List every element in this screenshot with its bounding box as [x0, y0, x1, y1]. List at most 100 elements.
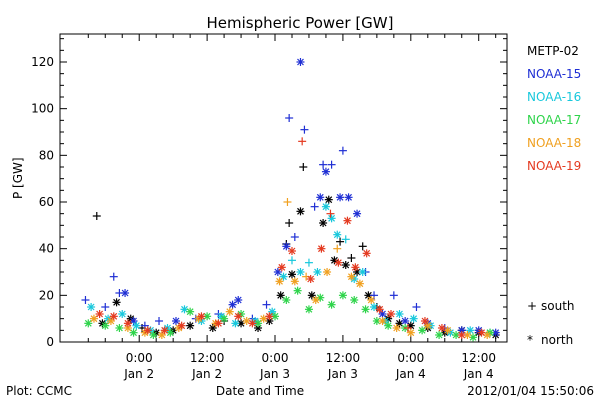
marker-stroke [312, 296, 320, 304]
marker-stroke [307, 275, 315, 283]
south-marker-noaa-16 [287, 256, 296, 265]
marker-stroke [243, 317, 251, 325]
marker-stroke [265, 312, 273, 320]
north-marker-noaa-19 [351, 263, 360, 272]
north-marker-noaa-15 [401, 317, 410, 325]
north-marker-noaa-16 [333, 230, 342, 239]
north-marker-noaa-19 [317, 244, 326, 253]
north-marker-noaa-17 [186, 307, 195, 316]
north-marker-noaa-15 [282, 242, 291, 251]
marker-stroke [161, 326, 169, 334]
marker-stroke [384, 322, 392, 330]
north-marker-noaa-16 [132, 321, 141, 330]
south-marker-noaa-15 [101, 303, 110, 311]
marker-stroke [364, 291, 372, 299]
marker-stroke [130, 329, 137, 337]
north-marker-noaa-17 [361, 305, 370, 314]
north-marker-noaa-19 [437, 324, 446, 332]
marker-stroke [203, 312, 211, 320]
x-axis-label: Date and Time [215, 384, 305, 398]
marker-stroke [186, 308, 194, 316]
north-marker-noaa-15 [321, 167, 330, 176]
north-marker-noaa-17 [338, 291, 347, 300]
north-marker-noaa-18 [392, 324, 401, 332]
marker-stroke [396, 310, 403, 318]
marker-stroke [144, 326, 152, 334]
marker-stroke [342, 261, 350, 269]
marker-stroke [401, 317, 409, 325]
marker-stroke [84, 319, 92, 327]
plus-marker-glyph: + [527, 299, 538, 313]
marker-stroke [282, 296, 290, 304]
south-marker-noaa-15 [338, 146, 347, 155]
marker-stroke [483, 331, 491, 339]
north-marker-noaa-17 [84, 319, 93, 328]
x-axis: 0:00 Jan 2 12:00 Jan 2 0:00 Jan 3 12:00 Jan 3 0:… [87, 34, 497, 381]
marker-stroke [234, 296, 242, 304]
north-marker-noaa-19 [265, 312, 274, 321]
marker-stroke [379, 310, 386, 318]
north-marker-noaa-17 [350, 296, 359, 304]
marker-stroke [226, 308, 234, 316]
marker-stroke [297, 58, 304, 66]
marker-stroke [379, 317, 386, 325]
north-marker-noaa-15 [296, 58, 305, 66]
north-marker-noaa-17 [115, 324, 124, 332]
x-tick-time-label: 0:00 [397, 351, 424, 365]
marker-stroke [344, 217, 351, 225]
y-tick-label: 60 [39, 195, 54, 209]
south-marker-noaa-15 [285, 114, 294, 122]
south-marker-noaa-15 [290, 233, 299, 241]
north-marker-noaa-18 [323, 268, 332, 276]
marker-stroke [438, 324, 446, 332]
marker-stroke [345, 193, 352, 201]
marker-stroke [444, 326, 452, 334]
north-marker-noaa-18 [443, 326, 452, 335]
north-marker-noaa-16 [313, 268, 322, 276]
north-marker-noaa-18 [367, 296, 376, 304]
south-marker-metp-02 [347, 254, 356, 262]
marker-stroke [271, 312, 279, 320]
marker-stroke [308, 291, 316, 299]
south-marker-noaa-16 [341, 235, 350, 244]
marker-stroke [276, 277, 283, 285]
legend-entry-noaa-15: NOAA-15 [527, 67, 582, 81]
marker-stroke [291, 277, 299, 285]
marker-stroke [367, 296, 375, 304]
marker-stroke [132, 322, 140, 330]
marker-stroke [305, 305, 313, 313]
x-tick-date-label: Jan 4 [463, 367, 494, 381]
north-marker-noaa-19 [306, 275, 315, 283]
north-marker-metp-02 [287, 270, 296, 279]
marker-stroke [90, 315, 98, 323]
y-tick-label: 120 [31, 55, 54, 69]
marker-stroke [333, 231, 341, 239]
north-marker-noaa-15 [316, 193, 325, 202]
marker-stroke [322, 168, 330, 176]
marker-stroke [113, 298, 121, 306]
north-marker-noaa-17 [372, 317, 381, 325]
north-marker-noaa-18 [347, 272, 356, 281]
marker-stroke [107, 317, 115, 325]
marker-stroke [421, 317, 429, 325]
north-marker-metp-02 [324, 195, 333, 204]
south-marker-noaa-15 [319, 160, 328, 169]
marker-stroke [181, 305, 188, 313]
legend-entry-noaa-17: NOAA-17 [527, 113, 582, 127]
marker-stroke [359, 268, 367, 276]
x-tick-date-label: Jan 2 [123, 367, 154, 381]
north-marker-noaa-18 [225, 307, 234, 316]
south-marker-noaa-19 [298, 137, 307, 146]
chart-title: Hemispheric Power [GW] [206, 14, 394, 32]
north-marker-noaa-16 [327, 214, 336, 223]
north-marker-noaa-19 [160, 326, 169, 335]
marker-stroke [353, 210, 361, 218]
y-tick-label: 20 [39, 288, 54, 302]
marker-stroke [347, 273, 355, 281]
north-marker-noaa-17 [384, 321, 393, 330]
south-marker-noaa-15 [81, 296, 90, 304]
north-marker-noaa-17 [282, 296, 291, 304]
marker-stroke [356, 280, 364, 288]
north-marker-noaa-16 [118, 310, 127, 318]
legend-entry-noaa-18: NOAA-18 [527, 136, 582, 150]
